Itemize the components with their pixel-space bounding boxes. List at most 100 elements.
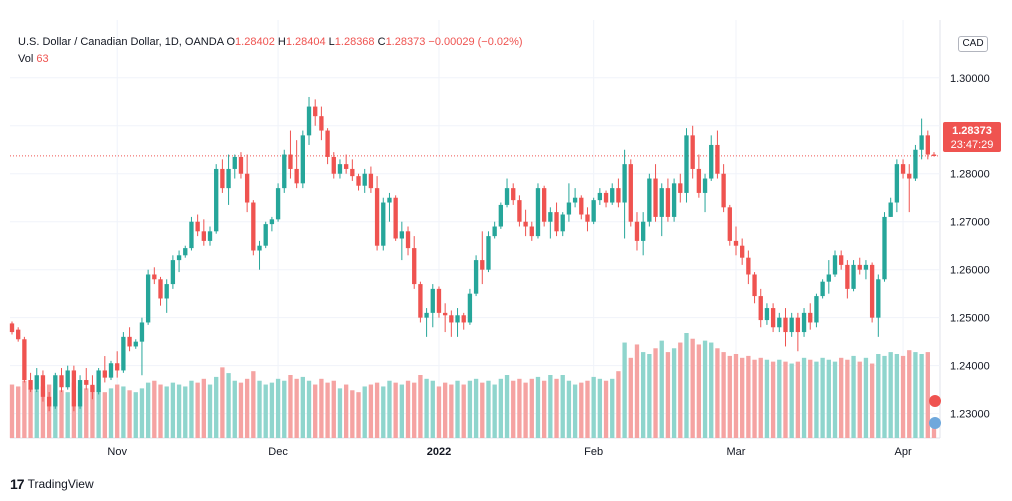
candle-body xyxy=(814,296,819,323)
candle-body xyxy=(591,200,596,222)
candle-body xyxy=(529,226,534,237)
candle-body xyxy=(579,197,584,215)
volume-bar xyxy=(331,380,336,438)
candle-body xyxy=(801,312,807,333)
candle-body xyxy=(331,156,336,174)
vol-marker-up[interactable] xyxy=(929,417,941,429)
candle-body xyxy=(641,221,646,241)
candle-body xyxy=(238,156,244,174)
candle-body xyxy=(863,264,869,270)
x-tick-label: Dec xyxy=(268,446,288,458)
candle-body xyxy=(127,336,132,347)
volume-bar xyxy=(696,344,702,438)
volume-bar xyxy=(343,384,349,438)
y-tick-label: 1.26000 xyxy=(950,265,990,277)
volume-bar xyxy=(84,388,89,438)
y-tick-label: 1.24000 xyxy=(950,361,990,373)
candle-body xyxy=(40,375,46,397)
volume-bar xyxy=(418,375,423,438)
candle-body xyxy=(603,192,609,203)
candle-body xyxy=(139,322,145,342)
volume-bar xyxy=(393,382,398,438)
candle-body xyxy=(226,168,231,189)
volume-bar xyxy=(628,357,633,438)
candle-body xyxy=(263,224,268,246)
candle-body xyxy=(758,296,763,321)
volume-bar xyxy=(665,352,671,438)
volume-bar xyxy=(622,342,627,438)
volume-bar xyxy=(566,380,572,438)
time-axis[interactable]: NovDec2022FebMarAprMay xyxy=(107,446,1012,458)
volume-bar xyxy=(65,392,70,438)
volume-bar xyxy=(189,380,194,438)
candle-body xyxy=(467,293,473,323)
volume-bar xyxy=(350,390,355,438)
volume-bar xyxy=(176,384,182,438)
volume-markers[interactable] xyxy=(929,395,941,429)
vol-marker-down[interactable] xyxy=(929,395,941,407)
volume-bar xyxy=(641,352,646,438)
candle-body xyxy=(183,248,188,256)
candle-body xyxy=(882,216,887,280)
candle-body xyxy=(486,236,491,270)
candle-body xyxy=(176,255,182,261)
volume-bar xyxy=(498,378,504,438)
volume-bar xyxy=(931,428,937,438)
candle-body xyxy=(288,154,293,169)
volume-bar xyxy=(405,380,411,438)
tradingview-logo-icon[interactable]: 17 xyxy=(10,476,25,492)
volume-bar xyxy=(90,386,95,438)
candles xyxy=(9,96,937,412)
volume-bar xyxy=(541,380,547,438)
candle-body xyxy=(777,317,782,328)
chart-frame[interactable]: 1.23000 1.24000 1.25000 1.26000 1.27000 1.280… xyxy=(0,0,1012,470)
volume-bar xyxy=(634,344,640,438)
candle-body xyxy=(888,202,893,217)
candle-body xyxy=(306,106,312,136)
open-value: 1.28402 xyxy=(235,36,275,48)
footer[interactable]: 17 TradingView xyxy=(10,475,94,493)
candle-body xyxy=(789,317,794,333)
high-value: 1.28404 xyxy=(285,36,326,48)
symbol-title[interactable]: U.S. Dollar / Canadian Dollar, 1D, OANDA xyxy=(18,36,224,48)
footer-brand[interactable]: TradingView xyxy=(27,477,94,491)
candle-body xyxy=(535,188,541,237)
price-axis[interactable]: 1.23000 1.24000 1.25000 1.26000 1.27000 1.280… xyxy=(950,73,990,421)
candlestick-chart[interactable]: 1.23000 1.24000 1.25000 1.26000 1.27000 1.280… xyxy=(0,0,1012,470)
close-value: 1.28373 xyxy=(385,36,426,48)
candle-body xyxy=(857,264,862,270)
volume-bar xyxy=(195,382,200,438)
volume-bar xyxy=(610,378,615,438)
candle-body xyxy=(442,312,448,316)
volume-bar xyxy=(356,392,361,438)
bar-countdown: 23:47:29 xyxy=(950,139,994,151)
y-tick-label: 1.23000 xyxy=(950,409,990,421)
volume-bar xyxy=(368,384,374,438)
candle-body xyxy=(164,284,169,299)
y-tick-label: 1.30000 xyxy=(950,73,990,85)
currency-button[interactable]: CAD xyxy=(958,36,988,52)
candle-body xyxy=(430,288,435,313)
y-tick-label: 1.27000 xyxy=(950,217,990,229)
volume-bar xyxy=(362,386,367,438)
candle-body xyxy=(294,168,299,184)
candle-body xyxy=(449,315,454,323)
candle-body xyxy=(517,200,522,222)
candle-body xyxy=(628,164,633,222)
volume-bar xyxy=(251,371,256,438)
candle-body xyxy=(313,106,318,117)
candle-body xyxy=(740,245,745,258)
volume-bar xyxy=(653,348,658,438)
volume-bar xyxy=(721,352,726,438)
candle-body xyxy=(405,231,411,249)
volume-bar xyxy=(758,357,763,438)
candle-body xyxy=(665,188,671,217)
volume-bar xyxy=(727,355,732,438)
candle-body xyxy=(839,255,844,265)
candle-body xyxy=(690,135,695,169)
vol-label[interactable]: Vol xyxy=(18,53,34,65)
candle-body xyxy=(9,323,15,333)
volume-bar xyxy=(746,355,751,438)
candle-body xyxy=(96,370,101,393)
candle-body xyxy=(393,197,398,239)
